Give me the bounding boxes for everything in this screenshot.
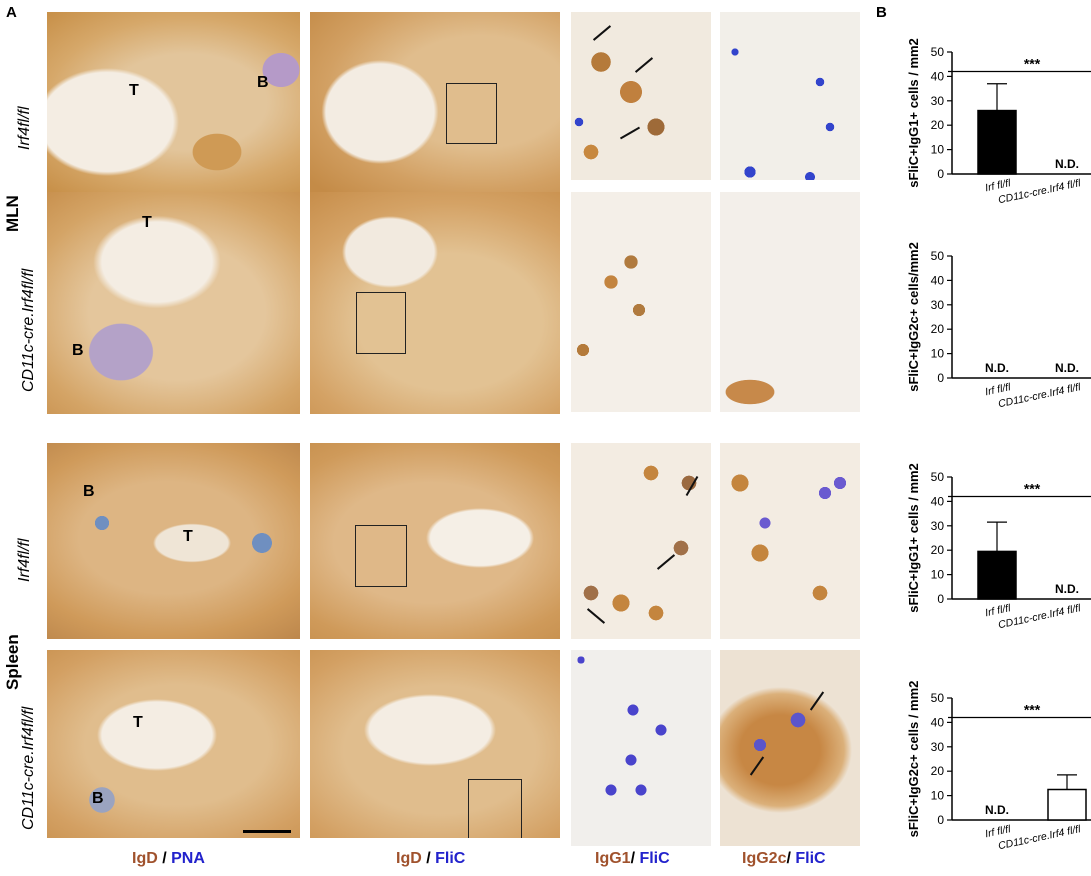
bar-chart-3: 0 10 20 30 40 50 sFliC+IgG1+ cells / mm2 Irf fl… xyxy=(906,463,1091,631)
significance-label: *** xyxy=(1024,56,1041,72)
micrograph-r1-igd-flic xyxy=(310,12,560,195)
t-zone-label: T xyxy=(183,528,193,545)
y-tick-label: 30 xyxy=(931,740,945,754)
category-label: Irf fl/fl xyxy=(984,177,1012,194)
bar-chart-2: 0 10 20 30 40 50 sFliC+IgG2c+ cells/mm2 N.D. Irf… xyxy=(906,242,1091,410)
y-tick-label: 20 xyxy=(931,764,945,778)
micrograph-r4-igg1-flic xyxy=(571,650,711,846)
y-tick-label: 40 xyxy=(931,273,945,287)
y-tick-label: 50 xyxy=(931,45,945,59)
y-tick-label: 30 xyxy=(931,298,945,312)
y-axis-label: sFliC+IgG1+ cells / mm2 xyxy=(906,463,921,613)
b-zone-label: B xyxy=(92,790,104,807)
column-label-igd-flic: IgD / FliC xyxy=(396,850,466,867)
bar-chart-4: 0 10 20 30 40 50 sFliC+IgG2c+ cells / mm2 N.D. I… xyxy=(906,681,1091,852)
y-tick-label: 50 xyxy=(931,691,945,705)
category-label: Irf fl/fl xyxy=(984,602,1012,619)
b-zone-label: B xyxy=(83,483,95,500)
micrograph-r3-igg1-flic xyxy=(571,443,711,639)
inset-box xyxy=(446,83,497,144)
inset-box xyxy=(468,779,522,838)
micrograph-r3-igd-flic xyxy=(310,443,560,639)
micrograph-r1-igd-pna: T B xyxy=(47,12,300,195)
category-label: Irf fl/fl xyxy=(984,381,1012,398)
y-tick-label: 20 xyxy=(931,543,945,557)
micrograph-r2-igd-flic xyxy=(310,192,560,414)
micrograph-r4-igd-pna: T B xyxy=(47,650,300,838)
y-tick-label: 50 xyxy=(931,249,945,263)
column-label-igd-pna: IgD / PNA xyxy=(132,850,205,867)
micrograph-r1-igg1-flic xyxy=(571,12,711,180)
y-axis-label: sFliC+IgG2c+ cells/mm2 xyxy=(906,242,921,392)
nd-label: N.D. xyxy=(1055,582,1079,596)
nd-label: N.D. xyxy=(1055,157,1079,171)
panel-a-label: A xyxy=(6,4,17,21)
y-tick-label: 0 xyxy=(937,592,944,606)
nd-label: N.D. xyxy=(985,361,1009,375)
y-tick-label: 10 xyxy=(931,347,945,361)
micrograph-r2-igg2c-flic xyxy=(720,192,860,412)
bar xyxy=(1047,788,1087,821)
b-zone-label: B xyxy=(257,74,269,91)
inset-box xyxy=(355,525,407,587)
y-tick-label: 0 xyxy=(937,813,944,827)
y-tick-label: 10 xyxy=(931,789,945,803)
micrograph-r3-igg2c-flic xyxy=(720,443,860,639)
y-tick-label: 30 xyxy=(931,519,945,533)
y-tick-label: 20 xyxy=(931,322,945,336)
y-tick-label: 10 xyxy=(931,568,945,582)
nd-label: N.D. xyxy=(1055,361,1079,375)
y-axis-label: sFliC+IgG1+ cells / mm2 xyxy=(906,38,921,188)
micrograph-r4-igd-flic xyxy=(310,650,560,838)
y-tick-label: 40 xyxy=(931,715,945,729)
column-label-igg2c-flic: IgG2c/ FliC xyxy=(742,850,826,867)
y-tick-label: 10 xyxy=(931,143,945,157)
significance-label: *** xyxy=(1024,481,1041,497)
micrograph-r4-igg2c-flic xyxy=(720,650,860,846)
scale-bar xyxy=(243,830,291,833)
y-tick-label: 40 xyxy=(931,69,945,83)
bar xyxy=(977,550,1017,600)
inset-box xyxy=(356,292,406,354)
category-label: Irf fl/fl xyxy=(984,823,1012,840)
t-zone-label: T xyxy=(133,714,143,731)
y-tick-label: 30 xyxy=(931,94,945,108)
y-tick-label: 0 xyxy=(937,371,944,385)
micrograph-r3-igd-pna: B T xyxy=(47,443,300,639)
y-tick-label: 0 xyxy=(937,167,944,181)
bar-chart-1: 0 10 20 30 40 50 sFliC+IgG1+ cells / mm2 Irf fl… xyxy=(906,38,1091,206)
nd-label: N.D. xyxy=(985,803,1009,817)
bar xyxy=(977,109,1017,175)
micrograph-r2-igd-pna: T B xyxy=(47,192,300,414)
panel-b-label: B xyxy=(876,4,887,21)
micrograph-r2-igg1-flic xyxy=(571,192,711,412)
y-tick-label: 50 xyxy=(931,470,945,484)
micrograph-r1-igg2c-flic xyxy=(720,12,860,180)
significance-label: *** xyxy=(1024,702,1041,718)
b-zone-label: B xyxy=(72,342,84,359)
t-zone-label: T xyxy=(142,214,152,231)
column-label-igg1-flic: IgG1/ FliC xyxy=(595,850,670,867)
y-axis-label: sFliC+IgG2c+ cells / mm2 xyxy=(906,681,921,838)
y-tick-label: 40 xyxy=(931,494,945,508)
t-zone-label: T xyxy=(129,82,139,99)
y-tick-label: 20 xyxy=(931,118,945,132)
